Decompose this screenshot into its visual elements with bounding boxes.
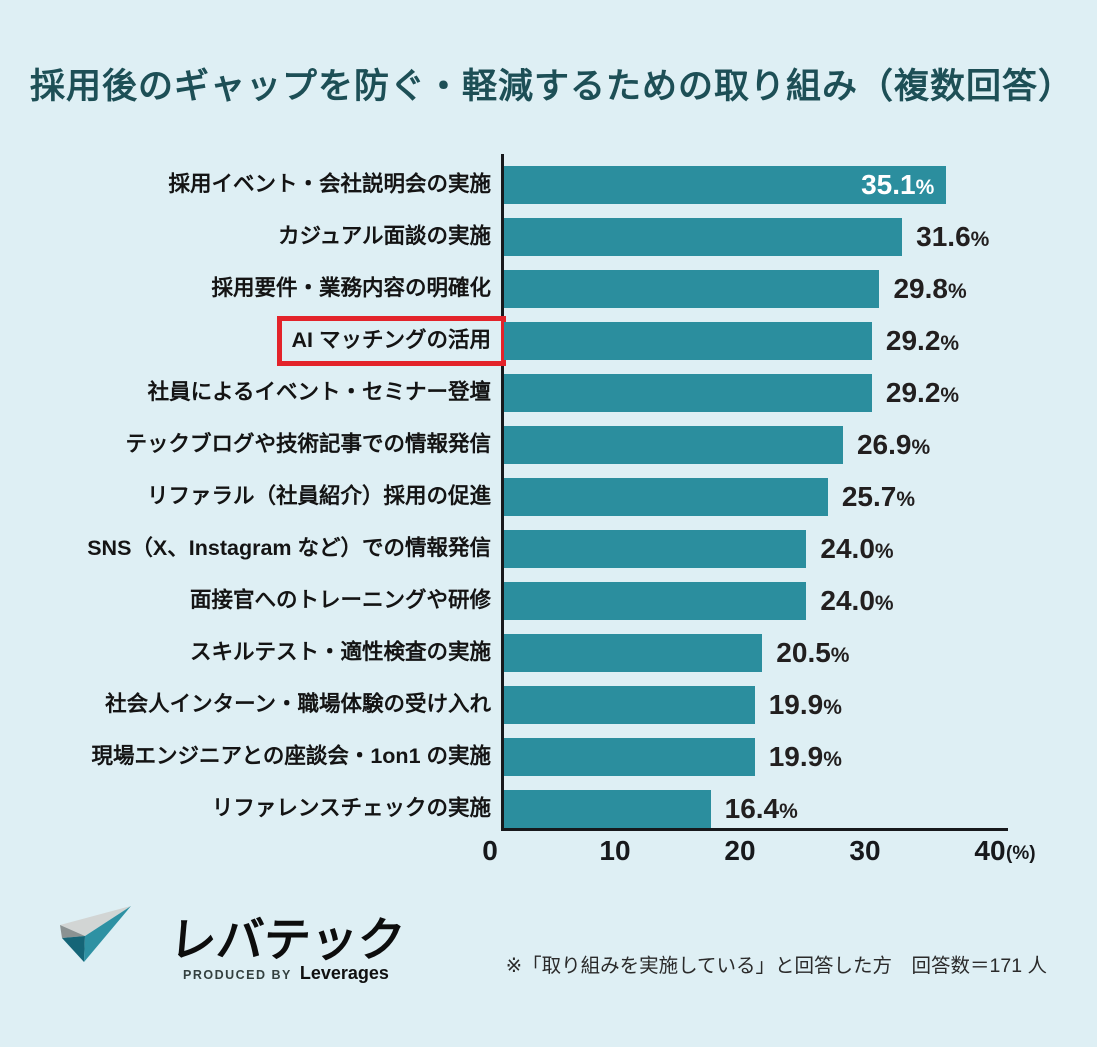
bar-area: 19.9%	[504, 738, 1008, 776]
bar-area: 25.7%	[504, 478, 1008, 516]
category-label: SNS（X、Instagram など）での情報発信	[87, 536, 491, 561]
value-label: 19.9%	[768, 689, 842, 720]
category-label: 面接官へのトレーニングや研修	[189, 588, 491, 613]
bar-area: 24.0%	[504, 530, 1008, 568]
bar-row: AI マッチングの活用 29.2%	[40, 315, 1080, 367]
bar-row: SNS（X、Instagram など）での情報発信 24.0%	[40, 523, 1080, 575]
value-label: 24.0%	[820, 533, 894, 564]
bar: 35.1%	[504, 166, 947, 204]
levtech-logo: レバテック PRODUCED BY Leverages	[55, 893, 407, 993]
value-label: 35.1%	[861, 169, 935, 200]
company-name: Leverages	[299, 963, 389, 983]
bar	[504, 530, 807, 568]
bar-area: 24.0%	[504, 582, 1008, 620]
x-axis-line	[501, 828, 1008, 831]
produced-by-label: PRODUCED BY	[183, 968, 292, 982]
bar-area: 20.5%	[504, 634, 1008, 672]
value-label: 29.8%	[893, 273, 967, 304]
bar-row: 現場エンジニアとの座談会・1on1 の実施 19.9%	[40, 731, 1080, 783]
bar	[504, 322, 872, 360]
value-label: 29.2%	[885, 325, 960, 356]
x-tick: 0	[482, 835, 498, 866]
bar	[504, 738, 755, 776]
category-label: 採用イベント・会社説明会の実施	[168, 172, 491, 197]
bar-area: 29.8%	[504, 270, 1008, 308]
highlight-box: AI マッチングの活用	[276, 316, 506, 366]
category-label: リファレンスチェックの実施	[211, 796, 491, 821]
bar-row: テックブログや技術記事での情報発信 26.9%	[40, 419, 1080, 471]
category-label: カジュアル面談の実施	[278, 224, 491, 249]
x-axis-unit: (%)	[1006, 843, 1036, 864]
value-label: 31.6%	[916, 221, 990, 252]
bar-area: 31.6%	[504, 218, 1008, 256]
x-tick: 20	[724, 835, 756, 866]
bar-area: 29.2%	[504, 374, 1008, 412]
bar-chart: 採用イベント・会社説明会の実施 35.1% カジュアル面談の実施 31.6% 採…	[40, 159, 1080, 835]
bar-area: 16.4%	[504, 790, 1008, 828]
x-tick: 40	[974, 835, 1006, 866]
bar-row: 面接官へのトレーニングや研修 24.0%	[40, 575, 1080, 627]
bar	[504, 218, 903, 256]
footnote: ※「取り組みを実施している」と回答した方 回答数＝171 人	[505, 955, 1047, 977]
bar	[504, 270, 880, 308]
bar-row: カジュアル面談の実施 31.6%	[40, 211, 1080, 263]
category-label: テックブログや技術記事での情報発信	[125, 432, 491, 457]
logo-mark-icon	[60, 906, 131, 962]
category-label: スキルテスト・適性検査の実施	[189, 640, 491, 665]
category-label: 社会人インターン・職場体験の受け入れ	[105, 692, 491, 717]
page-title: 採用後のギャップを防ぐ・軽減するための取り組み（複数回答）	[30, 67, 1075, 106]
bar-row: 採用要件・業務内容の明確化 29.8%	[40, 263, 1080, 315]
bar-area: 29.2%	[504, 322, 1008, 360]
category-label: AI マッチングの活用	[40, 316, 506, 366]
value-label: 16.4%	[724, 793, 798, 824]
value-label: 25.7%	[841, 481, 915, 512]
bar-row: スキルテスト・適性検査の実施 20.5%	[40, 627, 1080, 679]
bar	[504, 426, 843, 464]
x-axis: 0 10 20 30 40 (%)	[482, 834, 1035, 876]
value-label: 24.0%	[820, 585, 894, 616]
bar-row: 社員によるイベント・セミナー登壇 29.2%	[40, 367, 1080, 419]
category-label: 社員によるイベント・セミナー登壇	[147, 380, 491, 405]
category-label: 現場エンジニアとの座談会・1on1 の実施	[91, 744, 491, 769]
bar	[504, 790, 711, 828]
bar-area: 26.9%	[504, 426, 1008, 464]
category-label: リファラル（社員紹介）採用の促進	[146, 484, 491, 509]
bar	[504, 374, 872, 412]
bar	[504, 582, 807, 620]
bar	[504, 478, 828, 516]
bar-row: 社会人インターン・職場体験の受け入れ 19.9%	[40, 679, 1080, 731]
bar-row: リファレンスチェックの実施 16.4%	[40, 783, 1080, 835]
bar-row: リファラル（社員紹介）採用の促進 25.7%	[40, 471, 1080, 523]
y-axis-line	[501, 154, 504, 831]
produced-by-line: PRODUCED BY Leverages	[183, 963, 389, 984]
bar-area: 35.1%	[504, 166, 1008, 204]
value-label: 20.5%	[776, 637, 850, 668]
bar	[504, 686, 755, 724]
value-label: 29.2%	[885, 377, 960, 408]
value-label: 19.9%	[768, 741, 842, 772]
value-label: 26.9%	[856, 429, 931, 460]
x-tick: 30	[849, 835, 881, 866]
bar-area: 19.9%	[504, 686, 1008, 724]
x-tick: 10	[599, 835, 631, 866]
bar	[504, 634, 763, 672]
bar-row: 採用イベント・会社説明会の実施 35.1%	[40, 159, 1080, 211]
brand-name: レバテック	[167, 913, 407, 966]
category-label: 採用要件・業務内容の明確化	[211, 276, 491, 301]
